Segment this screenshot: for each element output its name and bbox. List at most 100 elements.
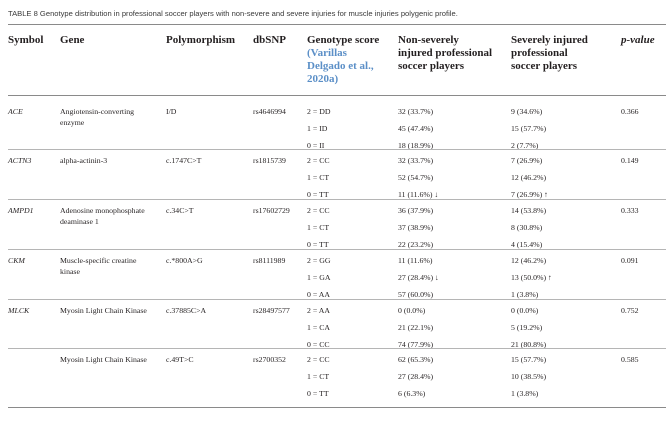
- gene-name: alpha-actinin-3: [60, 156, 108, 165]
- group-divider: [8, 249, 666, 250]
- severe-count: 14 (53.8%): [511, 206, 547, 215]
- severe-count: 2 (7.7%): [511, 141, 539, 151]
- header-non-severe: Non-severely injured professional soccer…: [398, 34, 492, 73]
- table-caption: TABLE 8 Genotype distribution in profess…: [8, 9, 458, 18]
- header-sev-line-3: soccer players: [511, 60, 578, 72]
- genotype-score: 0 = TT: [307, 389, 329, 399]
- non-severe-count: 32 (33.7%): [398, 107, 434, 116]
- header-symbol: Symbol: [8, 34, 44, 46]
- dbsnp-id: rs8111989: [253, 256, 286, 265]
- dbsnp-id: rs28497577: [253, 306, 290, 315]
- genotype-score: 0 = TT: [307, 240, 329, 250]
- polymorphism: c.1747C>T: [166, 156, 202, 165]
- gene-symbol: ACTN3: [8, 156, 32, 165]
- gene-name: Angiotensin-converting enzyme: [60, 107, 135, 127]
- severe-count: 9 (34.6%): [511, 107, 543, 116]
- genotype-score: 2 = CC: [307, 156, 330, 165]
- polymorphism: I/D: [166, 107, 177, 116]
- genotype-score: 2 = CC: [307, 355, 330, 364]
- non-severe-count: 74 (77.9%): [398, 340, 434, 350]
- non-severe-count: 0 (0.0%): [398, 306, 426, 315]
- non-severe-count: 11 (11.6%) ↓: [398, 190, 439, 200]
- severe-count: 7 (26.9%) ↑: [511, 190, 549, 200]
- gene-symbol: AMPD1: [8, 206, 34, 215]
- genotype-score: 0 = II: [307, 141, 325, 151]
- genotype-score: 1 = GA: [307, 273, 331, 283]
- p-value: 0.333: [621, 206, 639, 215]
- genotype-score: 1 = CT: [307, 372, 330, 382]
- non-severe-count: 37 (38.9%): [398, 223, 434, 233]
- severe-count: 15 (57.7%): [511, 124, 547, 134]
- non-severe-count: 45 (47.4%): [398, 124, 434, 134]
- group-divider: [8, 299, 666, 300]
- polymorphism: c.*800A>G: [166, 256, 203, 265]
- genotype-score: 0 = CC: [307, 340, 330, 350]
- severe-count: 4 (15.4%): [511, 240, 543, 250]
- header-score-citation-2[interactable]: Delgado et al.,: [307, 60, 374, 72]
- p-value: 0.752: [621, 306, 639, 315]
- genotype-score: 1 = CA: [307, 323, 331, 333]
- p-value: 0.149: [621, 156, 639, 165]
- header-score-citation-3[interactable]: 2020a): [307, 73, 339, 85]
- severe-count: 0 (0.0%): [511, 306, 539, 315]
- top-rule: [8, 24, 666, 25]
- header-rule: [8, 95, 666, 96]
- severe-count: 15 (57.7%): [511, 355, 547, 364]
- non-severe-count: 27 (28.4%): [398, 372, 434, 382]
- header-p-value: p-value: [621, 34, 655, 46]
- non-severe-count: 52 (54.7%): [398, 173, 434, 183]
- gene-symbol: CKM: [8, 256, 25, 265]
- dbsnp-id: rs1815739: [253, 156, 286, 165]
- p-value: 0.585: [621, 355, 639, 364]
- header-gene: Gene: [60, 34, 85, 46]
- genotype-score: 1 = CT: [307, 223, 330, 233]
- polymorphism: c.34C>T: [166, 206, 194, 215]
- genotype-score: 0 = TT: [307, 190, 329, 200]
- polymorphism: c.37885C>A: [166, 306, 207, 315]
- header-nonsev-line-1: Non-severely: [398, 34, 459, 46]
- gene-symbol: MLCK: [8, 306, 30, 315]
- header-sev-line-1: Severely injured: [511, 34, 588, 46]
- group-divider: [8, 149, 666, 150]
- header-polymorphism: Polymorphism: [166, 34, 236, 46]
- gene-name: Muscle-specific creatine kinase: [60, 256, 137, 276]
- severe-count: 12 (46.2%): [511, 256, 547, 265]
- genotype-score: 2 = AA: [307, 306, 331, 315]
- severe-count: 7 (26.9%): [511, 156, 543, 165]
- gene-symbol: ACE: [8, 107, 23, 116]
- severe-count: 12 (46.2%): [511, 173, 547, 183]
- severe-count: 10 (38.5%): [511, 372, 547, 382]
- non-severe-count: 22 (23.2%): [398, 240, 434, 250]
- non-severe-count: 32 (33.7%): [398, 156, 434, 165]
- header-genotype-score: Genotype score (Varillas Delgado et al.,…: [307, 34, 379, 86]
- gene-name: Adenosine monophosphate deaminase 1: [60, 206, 145, 226]
- polymorphism: c.49T>C: [166, 355, 194, 364]
- non-severe-count: 6 (6.3%): [398, 389, 426, 399]
- gene-name: Myosin Light Chain Kinase: [60, 306, 147, 315]
- header-score-line-1: Genotype score: [307, 34, 380, 46]
- severe-count: 21 (80.8%): [511, 340, 547, 350]
- genotype-score: 1 = CT: [307, 173, 330, 183]
- header-score-citation-1[interactable]: (Varillas: [307, 47, 347, 59]
- genotype-score: 0 = AA: [307, 290, 331, 300]
- genotype-score: 2 = CC: [307, 206, 330, 215]
- gene-name: Myosin Light Chain Kinase: [60, 355, 147, 364]
- group-divider: [8, 348, 666, 349]
- genotype-score: 1 = ID: [307, 124, 328, 134]
- severe-count: 1 (3.8%): [511, 389, 539, 399]
- dbsnp-id: rs4646994: [253, 107, 286, 116]
- severe-count: 5 (19.2%): [511, 323, 543, 333]
- non-severe-count: 36 (37.9%): [398, 206, 434, 215]
- non-severe-count: 27 (28.4%) ↓: [398, 273, 439, 283]
- p-value: 0.091: [621, 256, 639, 265]
- severe-count: 8 (30.8%): [511, 223, 543, 233]
- non-severe-count: 11 (11.6%): [398, 256, 433, 265]
- severe-count: 1 (3.8%): [511, 290, 539, 300]
- bottom-rule: [8, 407, 666, 408]
- non-severe-count: 62 (65.3%): [398, 355, 434, 364]
- p-value: 0.366: [621, 107, 639, 116]
- severe-count: 13 (50.0%) ↑: [511, 273, 552, 283]
- non-severe-count: 21 (22.1%): [398, 323, 434, 333]
- dbsnp-id: rs2700352: [253, 355, 286, 364]
- header-severe: Severely injured professional soccer pla…: [511, 34, 588, 73]
